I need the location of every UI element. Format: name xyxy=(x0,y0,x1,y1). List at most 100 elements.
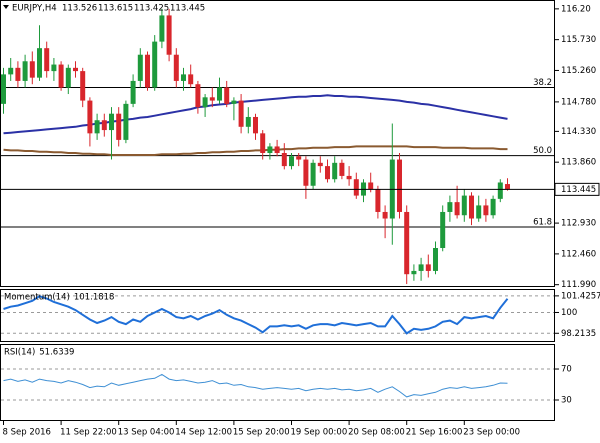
y-tick-label: 114.330 xyxy=(561,127,596,137)
candle-body xyxy=(260,133,266,153)
candle-body xyxy=(152,41,158,88)
candle-body xyxy=(8,67,14,75)
candle-body xyxy=(130,80,136,104)
candle-body xyxy=(123,103,129,140)
indicator-value: 51.6339 xyxy=(39,348,74,358)
candle-body xyxy=(454,202,460,216)
candle-body xyxy=(15,67,21,81)
candle-body xyxy=(22,61,28,81)
x-tick-label: 20 Sep 08:00 xyxy=(348,428,405,438)
y-tick-label: 30 xyxy=(561,396,572,406)
candle-body xyxy=(332,162,338,180)
candle-body xyxy=(44,48,50,72)
candle-body xyxy=(411,270,417,275)
candle-body xyxy=(109,113,114,131)
candle-body xyxy=(281,153,287,167)
candle-body xyxy=(505,184,510,190)
y-tick-label: 111.990 xyxy=(561,280,596,290)
candle-body xyxy=(1,74,6,104)
rsi-panel-frame xyxy=(0,344,555,421)
candle-body xyxy=(476,205,482,219)
candle-body xyxy=(418,264,424,271)
ohlc-low: 113.425 xyxy=(134,4,169,14)
candle-body xyxy=(195,84,201,108)
candle-body xyxy=(87,100,93,134)
candle-body xyxy=(94,120,100,134)
candle-body xyxy=(173,54,179,81)
candle-body xyxy=(73,67,78,72)
candle-body xyxy=(353,179,359,196)
x-tick-label: 21 Sep 16:00 xyxy=(406,428,463,438)
moving-average xyxy=(3,145,508,156)
candle-body xyxy=(469,195,474,219)
x-tick-label: 15 Sep 20:00 xyxy=(233,428,290,438)
candle-body xyxy=(274,146,280,153)
x-tick-label: 11 Sep 22:00 xyxy=(60,428,117,438)
y-tick-label: 113.860 xyxy=(561,158,596,168)
candle-body xyxy=(382,211,388,219)
candle-body xyxy=(267,146,273,153)
candle-body xyxy=(217,87,222,101)
indicator-value: 101.1818 xyxy=(74,293,115,303)
y-tick-label: 100 xyxy=(561,308,577,318)
candle-body xyxy=(433,248,438,271)
candle-body xyxy=(447,202,453,212)
y-tick-label: 112.460 xyxy=(561,249,596,259)
candle-body xyxy=(181,74,186,81)
candle-body xyxy=(296,156,302,160)
candle-body xyxy=(159,15,165,42)
candle-body xyxy=(145,54,150,88)
y-tick-label: 115.260 xyxy=(561,66,596,76)
indicator-title: RSI(14) xyxy=(4,348,35,358)
candle-body xyxy=(65,67,71,88)
candle-body xyxy=(188,74,194,85)
candle-body xyxy=(310,162,316,186)
x-tick-label: 14 Sep 12:00 xyxy=(175,428,232,438)
candle-body xyxy=(80,71,86,101)
candle-body xyxy=(37,48,42,78)
symbol-title: EURJPY,H4 xyxy=(12,4,57,14)
fibonacci-label: 38.2 xyxy=(533,78,552,88)
ohlc-close: 113.445 xyxy=(170,4,205,14)
y-tick-label: 101.4257 xyxy=(561,291,600,301)
candle-body xyxy=(116,113,122,140)
candle-body xyxy=(245,116,251,127)
candle-body xyxy=(253,116,258,134)
candle-body xyxy=(303,159,309,186)
candle-body xyxy=(29,61,35,78)
indicator-line xyxy=(3,373,508,398)
candle-body xyxy=(202,97,208,108)
y-tick-label: 116.20 xyxy=(561,4,591,14)
indicator-title: Momentum(14) xyxy=(4,293,70,303)
indicator-line xyxy=(3,295,509,335)
y-tick-label: 115.730 xyxy=(561,35,596,45)
candle-body xyxy=(51,64,57,72)
candle-body xyxy=(404,211,410,275)
y-tick-label: 98.2135 xyxy=(561,329,596,339)
candle-body xyxy=(166,15,172,55)
fibonacci-label: 61.8 xyxy=(533,218,552,228)
candle-body xyxy=(101,120,107,131)
candle-body xyxy=(209,97,215,101)
y-tick-label: 112.930 xyxy=(561,219,596,229)
candle-body xyxy=(224,87,230,104)
candle-body xyxy=(289,156,294,167)
x-tick-label: 19 Sep 00:00 xyxy=(291,428,348,438)
candle-body xyxy=(490,198,496,216)
candle-body xyxy=(339,162,345,176)
candle-body xyxy=(425,264,431,271)
current-price-label: 113.445 xyxy=(561,185,596,195)
x-tick-label: 23 Sep 00:00 xyxy=(463,428,520,438)
candle-body xyxy=(440,211,446,248)
x-tick-label: 8 Sep 2016 xyxy=(3,428,51,438)
ohlc-high: 113.615 xyxy=(98,4,133,14)
momentum-panel-frame xyxy=(0,289,555,342)
main-panel-frame xyxy=(0,0,555,287)
candle-body xyxy=(325,166,330,180)
current-price-box xyxy=(554,182,600,196)
candle-body xyxy=(483,205,489,216)
y-tick-label: 114.780 xyxy=(561,97,596,107)
candle-body xyxy=(58,64,64,88)
